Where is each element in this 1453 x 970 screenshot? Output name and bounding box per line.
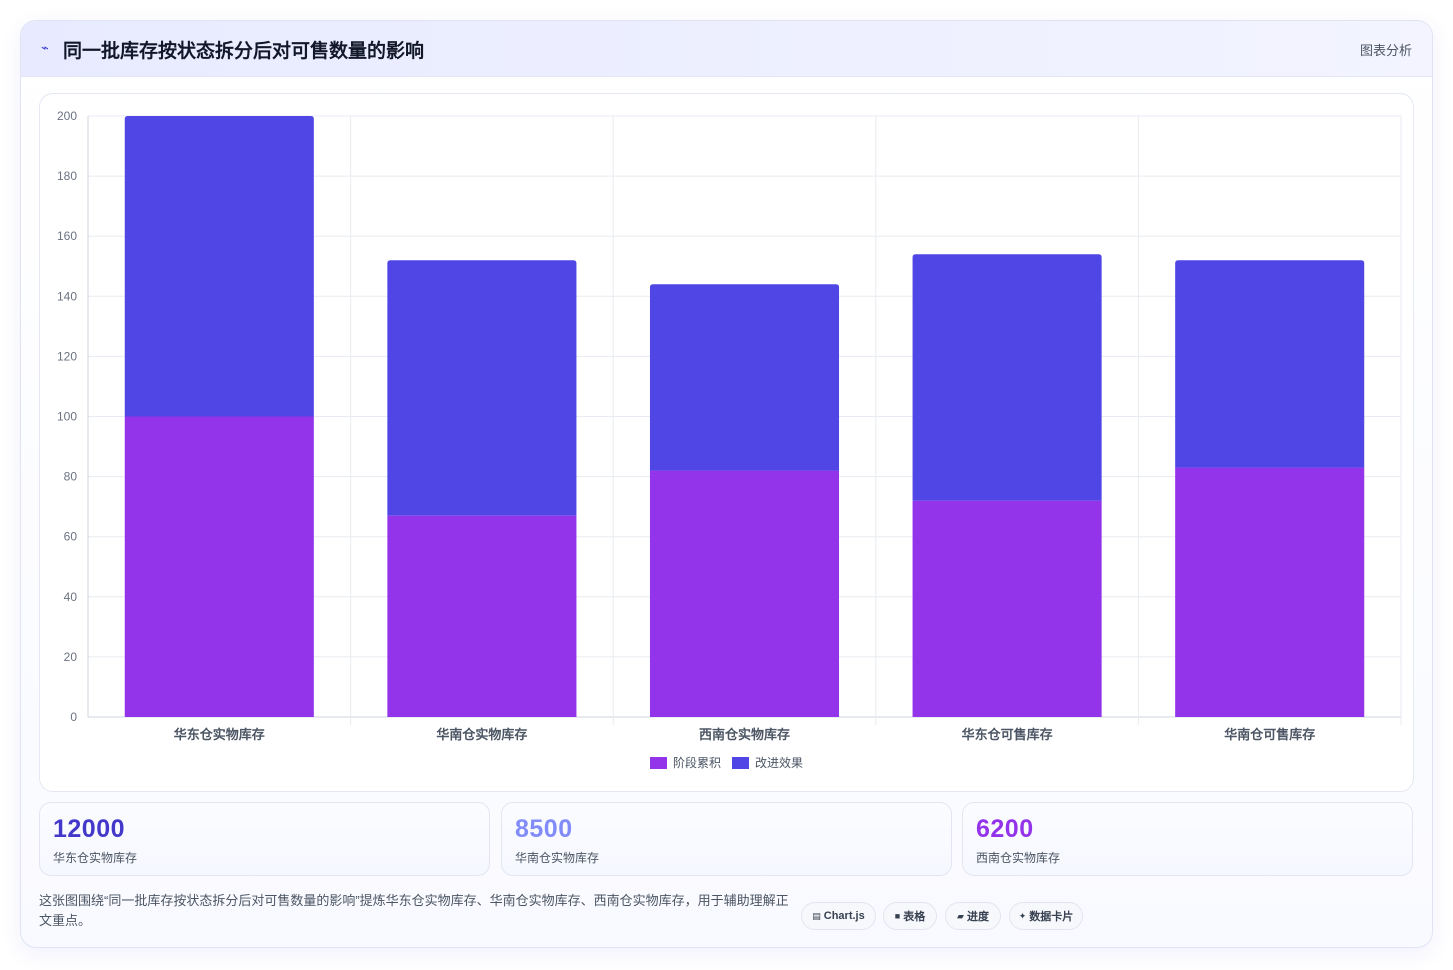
- stat-label: 华东仓实物库存: [53, 851, 138, 865]
- chart-card: ⌁ 同一批库存按状态拆分后对可售数量的影响 图表分析 0 20 40 60 80 100 1…: [20, 20, 1433, 948]
- y-tick-label: 60: [64, 530, 78, 544]
- stat-value: 8500: [515, 815, 573, 843]
- legend-label: 改进效果: [755, 755, 803, 770]
- y-tick-label: 80: [64, 470, 78, 484]
- chip-progress[interactable]: ▰ 进度: [945, 902, 1001, 930]
- bar-segment: [912, 500, 1102, 717]
- stat-card: 12000 华东仓实物库存: [39, 802, 490, 876]
- chip-data-card[interactable]: ✦ 数据卡片: [1009, 902, 1083, 930]
- stat-card: 6200 西南仓实物库存: [962, 802, 1413, 876]
- bar-segment: [387, 515, 577, 717]
- chart-icon: ▤: [812, 910, 821, 921]
- y-tick-label: 180: [57, 169, 77, 183]
- x-tick-label: 华南仓可售库存: [1224, 727, 1315, 742]
- table-icon: ■: [894, 911, 901, 921]
- progress-icon: ▰: [957, 910, 964, 921]
- y-tick-label: 100: [57, 410, 77, 424]
- stat-value: 6200: [976, 815, 1034, 843]
- bar-segment: [387, 260, 577, 516]
- chart-description: 这张图围绕“同一批库存按状态拆分后对可售数量的影响”提炼华东仓实物库存、华南仓实…: [39, 893, 789, 928]
- y-tick-label: 120: [57, 349, 77, 363]
- card-header: ⌁ 同一批库存按状态拆分后对可售数量的影响 图表分析: [21, 21, 1432, 77]
- chip-table[interactable]: ■ 表格: [883, 902, 937, 930]
- y-tick-label: 0: [70, 710, 77, 724]
- stacked-bar-chart: 0 20 40 60 80 100 120 140 160 180 200 华东仓实物库存 华南仓实物库…: [57, 109, 1402, 770]
- chip-label: Chart.js: [823, 910, 865, 922]
- stat-label: 西南仓实物库存: [976, 851, 1061, 865]
- stat-value: 12000: [53, 815, 126, 843]
- trend-icon: ⌁: [41, 40, 49, 55]
- x-tick-label: 华南仓实物库存: [436, 727, 527, 742]
- bar-segment: [649, 284, 840, 471]
- y-tick-label: 40: [64, 590, 78, 604]
- bar-segment: [1175, 467, 1365, 717]
- chart-analysis-link[interactable]: 图表分析: [1359, 43, 1412, 58]
- chip-chartjs[interactable]: ▤ Chart.js: [801, 902, 876, 930]
- stat-label: 华南仓实物库存: [515, 851, 600, 865]
- bar-segment: [912, 254, 1102, 501]
- bar-segment: [124, 116, 314, 417]
- chip-label: 进度: [966, 911, 989, 923]
- stat-card: 8500 华南仓实物库存: [501, 802, 952, 876]
- chip-label: 表格: [903, 911, 926, 923]
- card-title: 同一批库存按状态拆分后对可售数量的影响: [63, 41, 425, 62]
- bar-segment: [1175, 260, 1365, 468]
- x-tick-label: 华东仓实物库存: [174, 727, 265, 742]
- y-tick-label: 200: [57, 109, 77, 123]
- legend-swatch: [732, 757, 749, 769]
- x-tick-label: 华东仓可售库存: [962, 727, 1053, 742]
- chip-label: 数据卡片: [1029, 911, 1074, 923]
- y-tick-label: 20: [64, 650, 78, 664]
- y-tick-label: 140: [57, 289, 77, 303]
- bar-segment: [124, 416, 314, 717]
- legend-swatch: [650, 757, 667, 769]
- y-tick-label: 160: [57, 229, 77, 243]
- bar-segment: [649, 470, 840, 717]
- chart-container: 0 20 40 60 80 100 120 140 160 180 200 华东仓实物库存 华南仓实物库…: [39, 93, 1414, 792]
- sparkle-icon: ✦: [1018, 910, 1027, 921]
- x-tick-label: 西南仓实物库存: [699, 727, 790, 742]
- legend-label: 阶段累积: [673, 755, 721, 770]
